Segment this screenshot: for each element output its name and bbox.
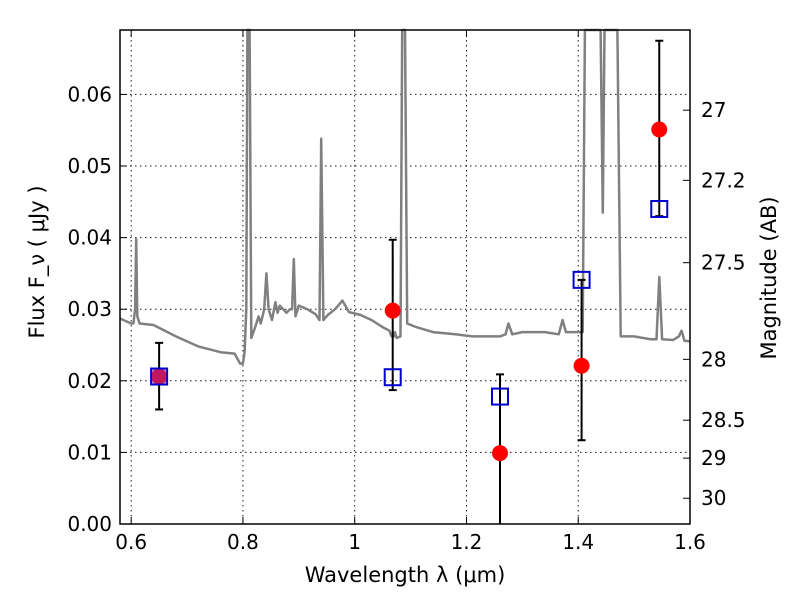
y-tick-label: 0.02 [67,369,112,393]
model-photometry-points [150,199,669,406]
observed-point [492,445,508,462]
y-tick-label: 0.05 [67,154,112,178]
y-tick-label: 0.03 [67,297,112,321]
model-point [150,367,169,386]
model-point [491,387,509,406]
model-point [572,270,591,289]
error-bars [155,39,664,524]
right-axis-label: Magnitude (AB) [757,196,781,359]
right-tick-label: 28 [701,347,726,371]
x-tick-label: 1.2 [451,530,483,554]
y-tick-labels: 0.00 0.01 0.02 0.03 0.04 0.05 0.06 [67,82,112,536]
x-axis-label: Wavelength λ (μm) [305,563,506,587]
observed-point [573,357,590,374]
spectrum-line [119,28,691,365]
observed-points [151,121,668,462]
y-tick-label: 0.04 [67,226,112,250]
y-tick-label: 0.06 [67,82,112,106]
model-point [650,199,669,218]
x-tick-label: 0.6 [115,530,147,554]
x-tick-label: 1.4 [562,530,594,554]
right-tick-label: 27.2 [701,168,746,192]
x-tick-label: 1 [348,530,361,554]
right-tick-label: 29 [701,446,726,470]
y-tick-label: 0.01 [67,440,112,464]
axis-ticks [120,30,691,525]
plot-frame [119,29,691,525]
x-tick-label: 1.6 [674,530,706,554]
model-spectrum [119,28,691,365]
right-tick-label: 27.5 [701,251,746,275]
y-axis-label: Flux F_ν ( μJy ) [25,185,50,338]
right-tick-label: 28.5 [701,408,746,432]
x-tick-labels: 0.6 0.8 1 1.2 1.4 1.6 [115,530,706,554]
observed-point [651,121,668,138]
overlap-tint [152,369,167,384]
right-tick-label: 30 [701,486,726,510]
y-tick-label: 0.00 [67,512,112,536]
observed-point [384,302,401,319]
x-tick-label: 0.8 [227,530,259,554]
model-point [383,368,402,387]
right-tick-label: 27 [701,98,726,122]
right-tick-labels: 27 27.2 27.5 28 28.5 29 30 [701,98,746,510]
